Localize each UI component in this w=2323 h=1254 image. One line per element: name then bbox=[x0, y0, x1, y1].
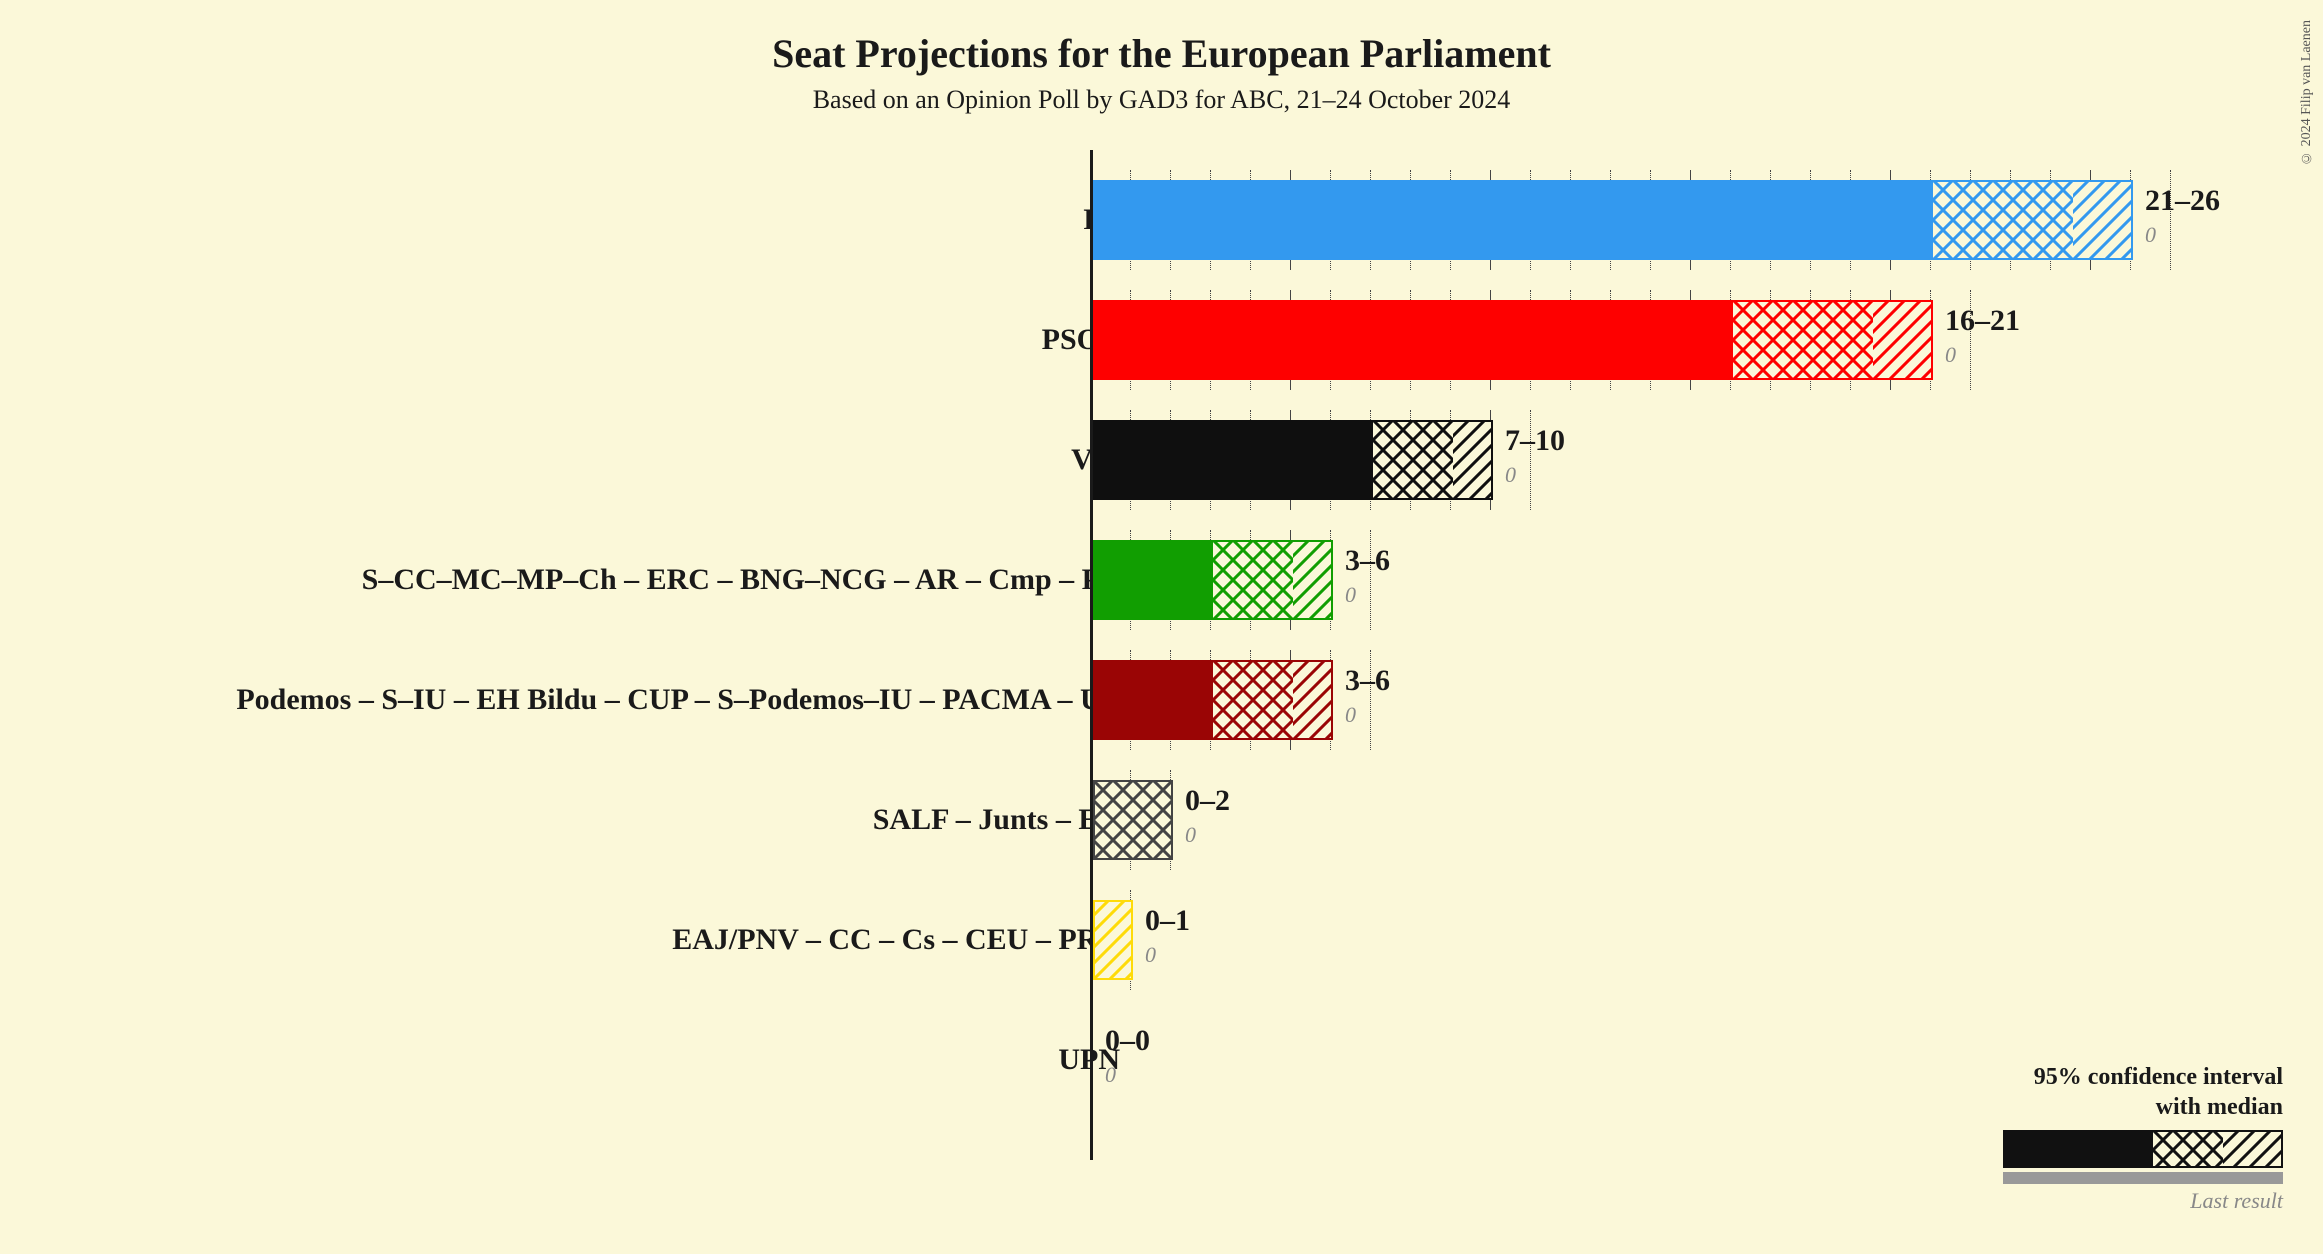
last-result-label: 0 bbox=[1185, 822, 1196, 848]
range-label: 3–6 bbox=[1345, 664, 1390, 698]
legend-last-bar bbox=[2003, 1172, 2283, 1184]
range-label: 16–21 bbox=[1945, 304, 2020, 338]
bar bbox=[1093, 420, 1493, 500]
legend: 95% confidence interval with median Last… bbox=[2003, 1062, 2283, 1214]
range-label: 7–10 bbox=[1505, 424, 1565, 458]
range-label: 21–26 bbox=[2145, 184, 2220, 218]
bar bbox=[1093, 780, 1173, 860]
chart-title: Seat Projections for the European Parlia… bbox=[0, 0, 2323, 77]
chart-row: S–CC–MC–MP–Ch – ERC – BNG–NCG – AR – Cmp… bbox=[30, 530, 2230, 630]
party-label: SALF – Junts – EV bbox=[873, 803, 1120, 837]
chart-row: PP21–260 bbox=[30, 170, 2230, 270]
bar bbox=[1093, 300, 1933, 380]
range-label: 0–2 bbox=[1185, 784, 1230, 818]
last-result-label: 0 bbox=[1345, 702, 1356, 728]
legend-last-text: Last result bbox=[2003, 1188, 2283, 1214]
last-result-label: 0 bbox=[1505, 462, 1516, 488]
bar bbox=[1093, 900, 1133, 980]
party-label: EAJ/PNV – CC – Cs – CEU – PRC bbox=[672, 923, 1120, 957]
party-label: S–CC–MC–MP–Ch – ERC – BNG–NCG – AR – Cmp… bbox=[362, 563, 1120, 597]
chart-row: PSOE16–210 bbox=[30, 290, 2230, 390]
legend-title: 95% confidence interval with median bbox=[2003, 1062, 2283, 1122]
bar bbox=[1093, 180, 2133, 260]
range-label: 3–6 bbox=[1345, 544, 1390, 578]
chart-row: SALF – Junts – EV 0–2 0 bbox=[30, 770, 2230, 870]
last-result-label: 0 bbox=[1345, 582, 1356, 608]
party-label: Podemos – S–IU – EH Bildu – CUP – S–Pode… bbox=[236, 683, 1120, 717]
last-result-label: 0 bbox=[1105, 1062, 1116, 1088]
range-label: 0–0 bbox=[1105, 1024, 1150, 1058]
last-result-label: 0 bbox=[1945, 342, 1956, 368]
chart-row: Podemos – S–IU – EH Bildu – CUP – S–Pode… bbox=[30, 650, 2230, 750]
range-label: 0–1 bbox=[1145, 904, 1190, 938]
last-result-label: 0 bbox=[1145, 942, 1156, 968]
last-result-label: 0 bbox=[2145, 222, 2156, 248]
chart-plot-area: PP21–260PSOE16–210Vox7–100S–CC–MC–MP–Ch … bbox=[1090, 150, 2190, 1200]
copyright-text: © 2024 Filip van Laenen bbox=[2299, 20, 2315, 165]
chart-subtitle: Based on an Opinion Poll by GAD3 for ABC… bbox=[0, 77, 2323, 145]
chart-row: UPN0–00 bbox=[30, 1010, 2230, 1110]
bar bbox=[1093, 540, 1333, 620]
chart-row: Vox7–100 bbox=[30, 410, 2230, 510]
bar bbox=[1093, 660, 1333, 740]
legend-bar bbox=[2003, 1130, 2283, 1168]
chart-row: EAJ/PNV – CC – Cs – CEU – PRC 0–1 0 bbox=[30, 890, 2230, 990]
